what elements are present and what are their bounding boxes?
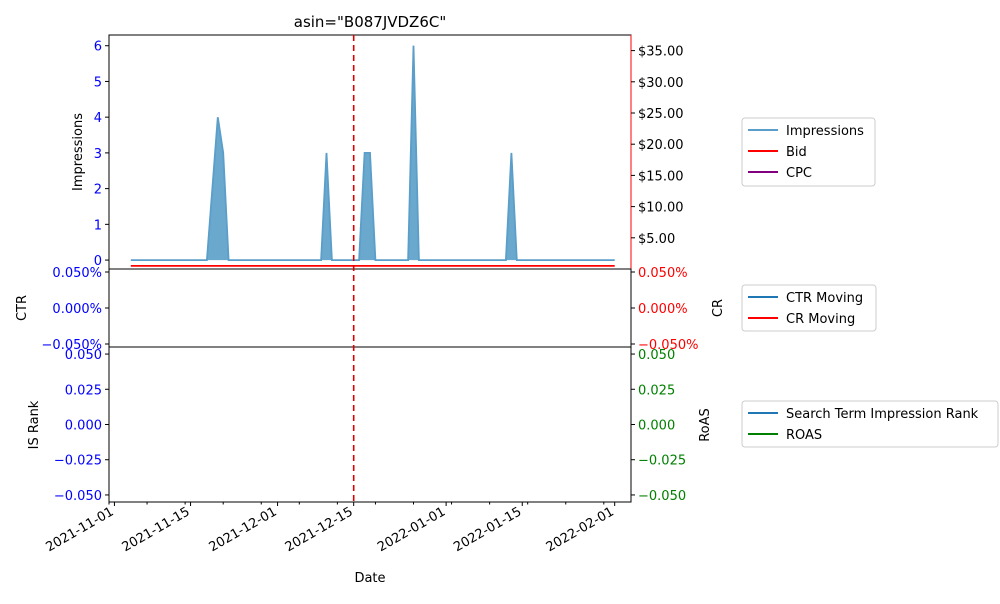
legend-top: Impressions Bid CPC <box>741 117 876 187</box>
date-tick-label: 2021-12-01 <box>207 504 280 555</box>
roas-tick-label: 0.050 <box>638 348 675 363</box>
impressions-tick-label: 2 <box>94 183 102 198</box>
impressions-tick-label: 1 <box>94 218 102 233</box>
date-tick-label: 2022-02-01 <box>544 504 617 555</box>
cr-tick-label: 0.000% <box>638 302 688 317</box>
top-right-ticks: $5.00 $10.00 $15.00 $20.00 $25.00 $30.00 $35.0… <box>631 45 684 247</box>
date-tick-label: 2021-11-01 <box>43 504 116 555</box>
ctr-tick-label: −0.050% <box>42 338 102 353</box>
bid-tick-label: $35.00 <box>638 45 684 60</box>
date-tick-label: 2022-01-15 <box>451 504 524 555</box>
legend-ctr-label: CTR Moving <box>786 291 863 306</box>
cr-tick-label: 0.050% <box>638 266 688 281</box>
impressions-tick-label: 5 <box>94 75 102 90</box>
date-tick-label: 2021-12-15 <box>283 504 356 555</box>
date-tick-label: 2021-11-15 <box>120 504 193 555</box>
legend-cpc-label: CPC <box>786 166 812 181</box>
legend-middle: CTR Moving CR Moving <box>741 284 877 332</box>
impressions-tick-label: 4 <box>94 111 102 126</box>
ctr-axis-label: CTR <box>15 295 30 321</box>
date-axis-ticks: 2021-11-01 2021-11-15 2021-12-01 2021-12-15… <box>43 502 617 555</box>
chart-title: asin="B087JVDZ6C" <box>294 13 447 31</box>
legend-is-rank-label: Search Term Impression Rank <box>786 407 979 422</box>
middle-left-ticks: 0.050% 0.000% −0.050% <box>42 266 109 353</box>
ctr-tick-label: 0.000% <box>52 302 102 317</box>
impressions-tick-label: 0 <box>94 254 102 269</box>
date-axis-label: Date <box>354 571 385 586</box>
legend-bottom-box <box>741 400 999 448</box>
middle-right-ticks: 0.050% 0.000% −0.050% <box>631 266 698 353</box>
is-rank-tick-label: 0.000 <box>65 419 102 434</box>
is-rank-tick-label: −0.050 <box>54 489 102 504</box>
roas-axis-label: RoAS <box>698 408 713 442</box>
cr-tick-label: −0.050% <box>638 338 698 353</box>
bid-tick-label: $15.00 <box>638 169 684 184</box>
legend-bid-label: Bid <box>786 145 807 160</box>
top-panel: 0 1 2 3 4 5 6 $5.00 $10.00 $15.00 $20.00 $25.00 $30… <box>71 34 684 270</box>
bid-tick-label: $5.00 <box>638 232 675 247</box>
bottom-left-ticks: 0.050 0.025 0.000 −0.025 −0.050 <box>54 348 109 504</box>
roas-tick-label: −0.050 <box>638 489 686 504</box>
impressions-tick-label: 3 <box>94 147 102 162</box>
is-rank-tick-label: 0.025 <box>65 383 102 398</box>
bottom-panel-frame <box>108 346 632 503</box>
bid-tick-label: $25.00 <box>638 107 684 122</box>
impressions-axis-label: Impressions <box>71 113 86 191</box>
legend-bottom: Search Term Impression Rank ROAS <box>741 400 999 448</box>
roas-tick-label: −0.025 <box>638 454 686 469</box>
legend-top-box <box>741 117 876 187</box>
top-panel-data <box>130 45 615 267</box>
roas-tick-label: 0.000 <box>638 419 675 434</box>
is-rank-tick-label: −0.025 <box>54 454 102 469</box>
impressions-area <box>130 45 615 261</box>
legend-cr-label: CR Moving <box>786 312 855 327</box>
bottom-right-ticks: 0.050 0.025 0.000 −0.025 −0.050 <box>631 348 686 504</box>
middle-panel: 0.050%0.000%−0.050% 0.050%0.000%−0.050% … <box>15 266 726 353</box>
ctr-tick-label: 0.050% <box>52 266 102 281</box>
is-rank-axis-label: IS Rank <box>27 400 42 449</box>
is-rank-tick-label: 0.050 <box>65 348 102 363</box>
impressions-line <box>130 45 615 262</box>
bid-tick-label: $30.00 <box>638 76 684 91</box>
top-left-ticks: 0 1 2 3 4 5 6 <box>94 40 109 269</box>
date-tick-label: 2022-01-01 <box>375 504 448 555</box>
impressions-tick-label: 6 <box>94 40 102 55</box>
roas-tick-label: 0.025 <box>638 383 675 398</box>
middle-panel-frame <box>108 268 632 348</box>
bid-tick-label: $10.00 <box>638 201 684 216</box>
legend-roas-label: ROAS <box>786 428 822 443</box>
cr-axis-label: CR <box>711 299 726 317</box>
legend-impressions-label: Impressions <box>786 124 864 139</box>
bid-tick-label: $20.00 <box>638 138 684 153</box>
